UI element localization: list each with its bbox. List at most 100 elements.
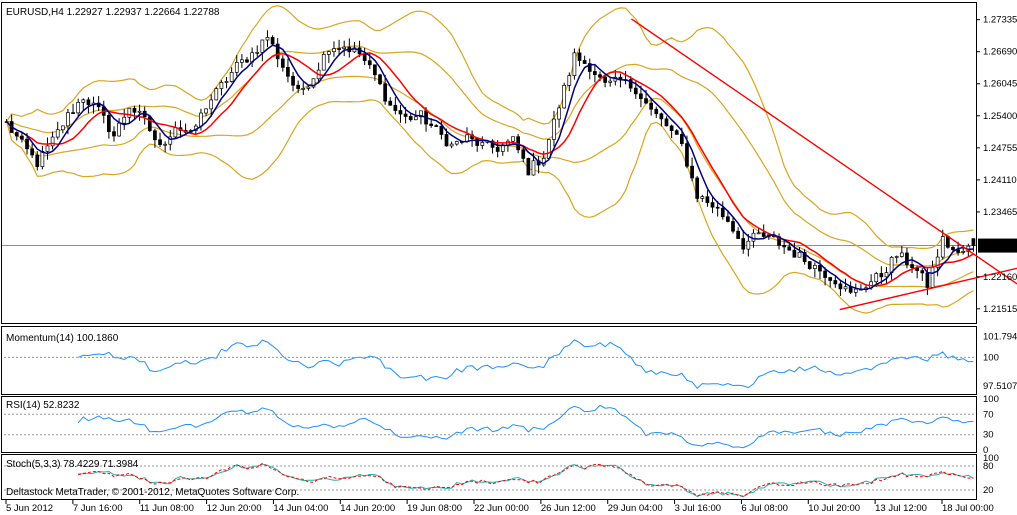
candle-body bbox=[562, 85, 567, 109]
stoch-panel-frame bbox=[1, 454, 977, 500]
moving-average-fast bbox=[6, 44, 974, 291]
candle-body bbox=[608, 80, 613, 83]
rsi-panel[interactable]: RSI(14) 52.8232 bbox=[1, 396, 977, 453]
candle-body bbox=[572, 52, 577, 76]
momentum-line bbox=[78, 339, 974, 390]
time-tick-label: 6 Jul 08:00 bbox=[741, 503, 787, 514]
stoch-title: Stoch(5,3,3) 78.4229 71.3984 bbox=[6, 459, 139, 470]
candle-body bbox=[147, 116, 152, 132]
stoch-main-line bbox=[78, 463, 974, 498]
price-tick-label: 1.24110 bbox=[983, 175, 1017, 186]
candle-body bbox=[50, 136, 55, 147]
price-tick-label: 1.27335 bbox=[983, 15, 1017, 26]
candle-body bbox=[14, 132, 19, 137]
candle-body bbox=[695, 177, 700, 199]
candle-body bbox=[930, 266, 935, 288]
inner-lower-band bbox=[6, 75, 974, 288]
candle-body bbox=[132, 107, 137, 113]
candle-body bbox=[593, 71, 597, 76]
time-tick-label: 26 Jun 12:00 bbox=[541, 503, 596, 514]
candle-body bbox=[342, 46, 347, 49]
rsi-panel-frame bbox=[1, 396, 977, 453]
momentum-plot bbox=[4, 339, 976, 390]
candle-body bbox=[925, 272, 930, 288]
price-tick-label: 1.26690 bbox=[983, 47, 1017, 58]
candle-body bbox=[327, 51, 331, 55]
candle-body bbox=[76, 101, 81, 114]
time-tick-label: 22 Jun 00:00 bbox=[474, 503, 529, 514]
candle-body bbox=[899, 252, 904, 257]
candle-body bbox=[853, 288, 858, 293]
time-tick-label: 10 Jul 20:00 bbox=[808, 503, 860, 514]
candle-body bbox=[813, 264, 817, 269]
candle-body bbox=[710, 202, 715, 208]
time-tick-label: 11 Jun 08:00 bbox=[140, 503, 194, 514]
candle-body bbox=[434, 125, 439, 127]
bollinger-lower-band bbox=[6, 99, 974, 314]
candle-body bbox=[628, 79, 633, 89]
candle-body bbox=[884, 272, 889, 278]
candle-body bbox=[439, 125, 444, 135]
candle-body bbox=[81, 99, 86, 103]
candle-body bbox=[137, 110, 142, 113]
momentum-title: Momentum(14) 100.1860 bbox=[6, 333, 119, 344]
candle-body bbox=[577, 52, 582, 61]
candle-body bbox=[751, 232, 756, 242]
price-plot bbox=[2, 5, 1017, 314]
candle-body bbox=[639, 93, 643, 99]
candle-body bbox=[940, 236, 945, 258]
candle-body bbox=[531, 160, 536, 176]
candle-body bbox=[158, 139, 162, 145]
stochastic-panel[interactable]: Stoch(5,3,3) 78.4229 71.3984 Deltastock … bbox=[1, 454, 977, 500]
price-tick-label: 1.24755 bbox=[983, 143, 1017, 154]
candle-body bbox=[245, 59, 249, 63]
trendline-support bbox=[839, 267, 1017, 311]
rsi-axis-label: 70 bbox=[983, 409, 994, 420]
candle-body bbox=[715, 206, 720, 209]
candle-body bbox=[669, 125, 674, 132]
main-panel-frame bbox=[1, 2, 977, 324]
candle-body bbox=[726, 216, 730, 222]
candle-body bbox=[419, 110, 423, 118]
candle-body bbox=[894, 256, 899, 258]
time-tick-label: 18 Jul 00:00 bbox=[942, 503, 994, 514]
candle-body bbox=[828, 277, 833, 281]
candle-body bbox=[449, 143, 454, 147]
candle-body bbox=[582, 60, 587, 64]
trendline-resistance bbox=[631, 18, 1017, 285]
stoch-signal-line bbox=[78, 462, 974, 497]
main-price-panel[interactable]: EURUSD,H4 1.22927 1.22937 1.22664 1.2278… bbox=[1, 2, 1017, 324]
bollinger-upper-band bbox=[6, 5, 974, 250]
time-tick-label: 5 Jun 2012 bbox=[6, 503, 53, 514]
candle-body bbox=[301, 88, 306, 90]
candle-body bbox=[393, 104, 398, 111]
candle-body bbox=[240, 59, 244, 63]
rsi-axis-label: 0 bbox=[983, 445, 988, 456]
candle-body bbox=[818, 264, 822, 272]
candle-body bbox=[736, 230, 740, 239]
stoch-axis-label: 20 bbox=[983, 485, 994, 496]
momentum-panel[interactable]: Momentum(14) 100.1860 bbox=[1, 326, 977, 395]
candle-body bbox=[756, 232, 761, 235]
candle-body bbox=[511, 136, 515, 142]
rsi-axis-label: 100 bbox=[983, 394, 999, 405]
stoch-axis-label: 100 bbox=[983, 453, 999, 464]
candle-body bbox=[480, 142, 485, 146]
candle-body bbox=[603, 76, 607, 83]
candle-body bbox=[388, 100, 393, 106]
current-price-label: 1.22788 bbox=[983, 242, 1017, 253]
candle-body bbox=[741, 238, 746, 250]
time-tick-label: 14 Jun 04:00 bbox=[273, 503, 328, 514]
candle-body bbox=[557, 107, 561, 120]
candle-body bbox=[843, 286, 848, 290]
candle-body bbox=[373, 64, 377, 76]
candle-body bbox=[112, 131, 116, 137]
price-tick-label: 1.26045 bbox=[983, 79, 1017, 90]
candle-body bbox=[204, 108, 208, 114]
candle-body bbox=[173, 127, 178, 138]
candle-body bbox=[367, 60, 372, 66]
candle-body bbox=[649, 102, 653, 110]
candle-body bbox=[705, 196, 710, 203]
stoch-axis-label: 80 bbox=[983, 461, 994, 472]
